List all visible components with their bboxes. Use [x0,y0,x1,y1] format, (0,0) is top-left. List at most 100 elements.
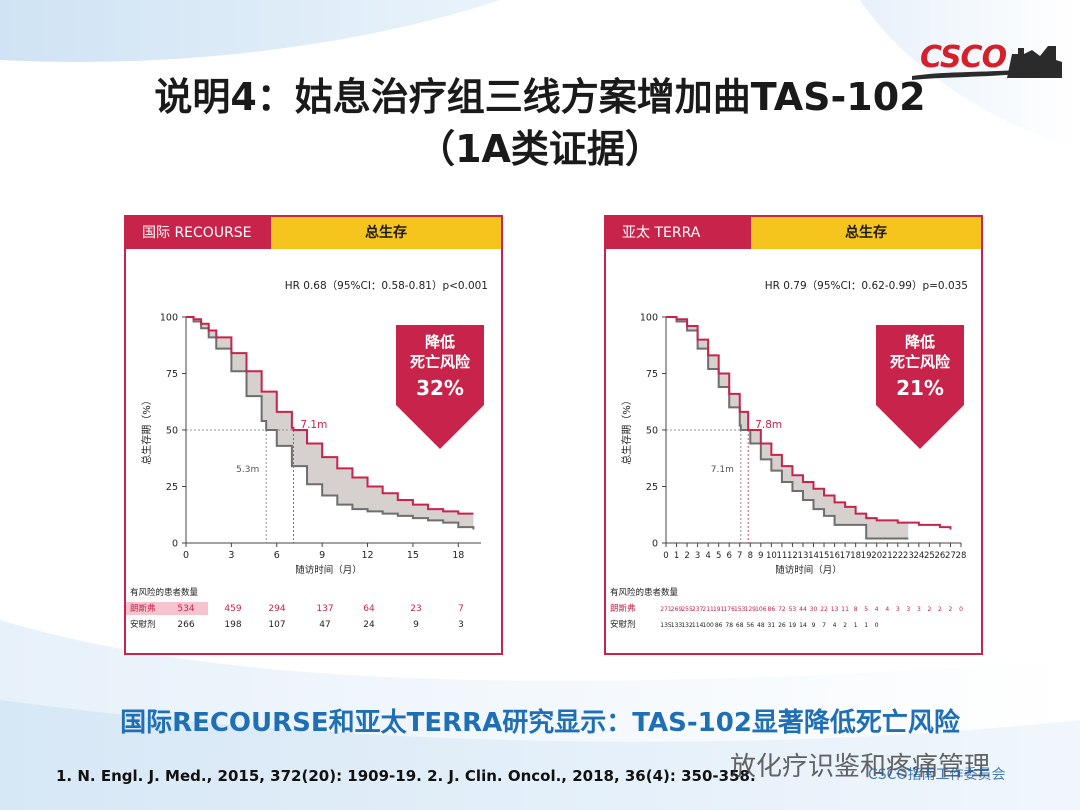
x-tick-label: 23 [903,551,914,561]
x-tick-label: 27 [945,551,956,561]
y-tick-label: 0 [652,539,658,550]
x-tick-label: 10 [766,551,777,561]
km-curve-placebo [186,316,475,530]
slide-title: 说明4：姑息治疗组三线方案增加曲TAS-102 [154,75,926,119]
risk-table-cell: 132 [681,622,693,629]
hr-text: HR 0.79（95%CI：0.62-0.99）p=0.035 [765,280,968,292]
x-tick-label: 15 [819,551,830,561]
y-tick-label: 25 [166,482,178,493]
risk-table-cell: 53 [789,606,797,613]
risk-table-cell: 64 [363,604,375,614]
y-tick-label: 100 [160,313,178,324]
badge-value: 32% [416,376,464,400]
risk-table-cell: 44 [799,606,807,613]
risk-table-cell: 68 [736,622,744,629]
risk-table-cell: 135 [660,622,672,629]
x-tick-label: 8 [748,551,753,561]
badge-value: 21% [896,376,944,400]
risk-table-cell: 26 [778,622,786,629]
x-tick-label: 22 [892,551,903,561]
risk-reduction-badge [876,325,964,449]
km-chart-terra: HR 0.79（95%CI：0.62-0.99）p=0.035 0 255 0 7 5 10… [610,280,968,630]
x-tick-label: 2 [684,551,689,561]
panel-header: 总生存 [751,217,981,249]
y-tick-label: 0 [172,539,178,550]
risk-table-cell: 48 [757,622,765,629]
y-axis-label: 总生存期（%） [620,395,633,465]
x-tick-label: 4 [705,551,710,561]
risk-table-cell: 133 [671,622,683,629]
x-axis-label: 随访时间（月） [295,564,362,576]
x-tick-label: 13 [798,551,809,561]
badge-line1: 降低 [905,333,935,351]
risk-table-cell: 114 [692,622,704,629]
risk-reduction-badge [396,325,484,449]
risk-table-cell: 3 [917,606,921,613]
risk-table-title: 有风险的患者数量 [610,587,679,598]
x-tick-label: 19 [861,551,872,561]
risk-table-cell: 8 [854,606,858,613]
x-tick-label: 12 [787,551,798,561]
risk-table-cell: 14 [799,622,807,629]
risk-table-cell: 107 [268,620,285,630]
risk-table-cell: 1 [854,622,858,629]
x-tick-label: 6 [727,551,732,561]
risk-table-cell: 3 [906,606,910,613]
x-tick-label: 26 [935,551,946,561]
csco-logo-graphic [912,46,1062,80]
x-tick-label: 17 [840,551,851,561]
x-tick-label: 21 [882,551,893,561]
summary-statement: 国际RECOURSE和亚太TERRA研究显示：TAS-102显著降低死亡风险 [120,708,960,738]
risk-table-cell: 13 [831,606,839,613]
y-tick-label: 25 [646,482,658,493]
hr-text: HR 0.68（95%CI：0.58-0.81）p<0.001 [285,280,488,292]
risk-table-cell: 24 [363,620,375,630]
references: 1. N. Engl. J. Med., 2015, 372(20): 1909… [56,767,756,785]
risk-table-cell: 2 [843,622,847,629]
risk-table-cell: 534 [177,604,194,614]
risk-table-cell: 4 [885,606,889,613]
risk-table-cell: 198 [224,620,241,630]
x-tick-label: 15 [407,550,419,561]
survival-difference-area [186,317,474,530]
median-label-treatment: 7.1m [300,419,327,431]
risk-table-cell: 255 [681,606,693,613]
risk-table-cell: 11 [841,606,849,613]
risk-table-cell: 86 [768,606,776,613]
risk-row-label: 朗斯弗 [130,603,156,614]
x-tick-label: 16 [829,551,840,561]
risk-table-cell: 129 [745,606,757,613]
risk-table-cell: 2 [927,606,931,613]
risk-table-cell: 3 [896,606,900,613]
x-tick-label: 28 [956,551,967,561]
y-tick-label: 50 [166,426,178,437]
x-tick-label: 9 [319,550,325,561]
risk-table-cell: 3 [458,620,464,630]
risk-table-cell: 106 [755,606,767,613]
risk-table-cell: 19 [789,622,797,629]
x-tick-label: 7 [737,551,742,561]
risk-row-highlight [126,602,208,615]
risk-table-cell: 2 [938,606,942,613]
risk-table-cell: 294 [268,604,285,614]
risk-table-cell: 47 [319,620,330,630]
x-tick-label: 14 [808,551,819,561]
x-tick-label: 9 [758,551,763,561]
risk-table-cell: 0 [959,606,963,613]
km-curve-treatment [666,316,952,530]
risk-table-cell: 153 [734,606,746,613]
risk-table-cell: 237 [692,606,704,613]
badge-line1: 降低 [425,333,455,351]
risk-table-cell: 137 [316,604,333,614]
y-axis-label: 总生存期（%） [140,395,153,465]
risk-table-cell: 22 [820,606,828,613]
risk-table-cell: 269 [671,606,683,613]
badge-line2: 死亡风险 [890,353,951,371]
risk-table-cell: 78 [725,622,733,629]
watermark-text: 放化疗识鉴和疼痛管理 [730,752,991,782]
recourse-panel: 国际 RECOURSE 总生存 HR 0.68（95%CI：0.58-0.81）… [124,215,503,655]
x-tick-label: 1 [674,551,679,561]
x-tick-label: 11 [776,551,787,561]
x-tick-label: 5 [716,551,721,561]
risk-row-label: 安慰剂 [610,619,636,630]
